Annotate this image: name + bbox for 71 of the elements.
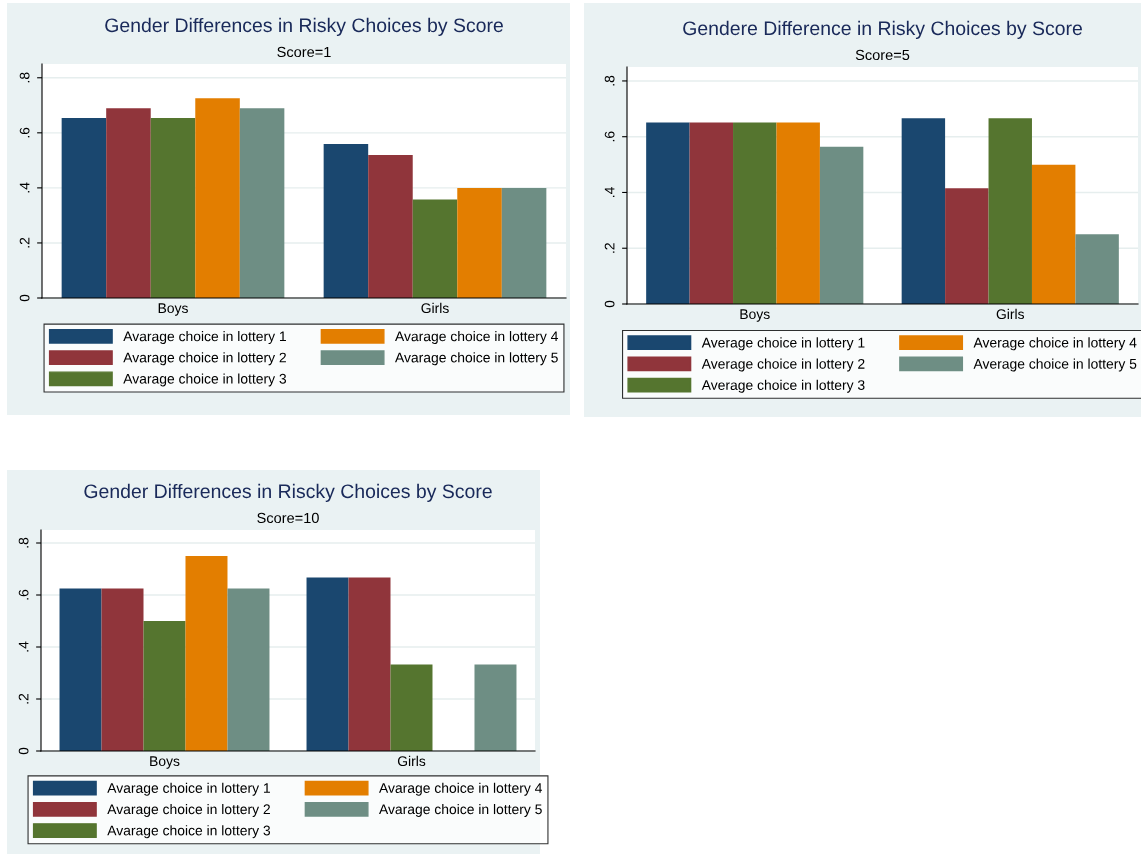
y-tick-label: .4 [19, 182, 30, 193]
bar [150, 117, 196, 298]
bar [1075, 234, 1119, 304]
bar [776, 122, 820, 304]
bar [348, 577, 391, 751]
bar [59, 588, 102, 751]
legend-label: Avarage choice in lottery 4 [395, 331, 558, 344]
bar [143, 621, 186, 751]
x-tick-label: Boys [740, 309, 770, 322]
bar [185, 556, 228, 751]
bar [61, 117, 107, 298]
chart-title: Gender Differences in Risky Choices by Score [105, 17, 503, 36]
legend-label: Avarage choice in lottery 4 [379, 782, 542, 796]
chart-subtitle: Score=10 [257, 512, 319, 524]
bar [501, 187, 547, 298]
bar [689, 122, 734, 304]
legend-label: Average choice in lottery 3 [701, 379, 865, 393]
bar [988, 118, 1032, 304]
y-tick-label: .6 [19, 127, 30, 138]
bar [195, 98, 240, 298]
chart-title: Gendere Difference in Risky Choices by Score [683, 20, 1082, 39]
bar [1031, 164, 1076, 304]
y-tick-label: .6 [18, 589, 29, 600]
bar [227, 588, 270, 751]
y-tick-label: .6 [604, 131, 615, 142]
chart-title: Gender Differences in Riscky Choices by Score [84, 483, 492, 502]
legend-label: Avarage choice in lottery 3 [123, 373, 287, 387]
bar [412, 199, 458, 298]
y-tick-label: .8 [604, 75, 615, 86]
legend-label: Avarage choice in lottery 1 [123, 331, 286, 344]
legend-label: Avarage choice in lottery 5 [395, 352, 558, 366]
bar [323, 144, 369, 298]
legend-label: Avarage choice in lottery 2 [123, 352, 286, 366]
bar [106, 108, 151, 298]
legend-label: Avarage choice in lottery 2 [107, 803, 270, 817]
y-tick-label: .8 [19, 72, 30, 83]
y-tick-label: .2 [18, 693, 29, 704]
y-tick-label: 0 [604, 300, 615, 308]
legend-label: Average choice in lottery 4 [973, 337, 1137, 351]
bar [101, 588, 144, 751]
bar [733, 122, 777, 304]
x-tick-label: Girls [421, 302, 449, 314]
y-tick-label: .8 [18, 537, 29, 548]
chart-subtitle: Score=1 [277, 46, 331, 58]
bar [901, 118, 946, 304]
y-tick-label: 0 [19, 294, 30, 302]
y-tick-label: .4 [604, 187, 615, 197]
legend-label: Avarage choice in lottery 5 [379, 803, 542, 817]
legend-label: Avarage choice in lottery 1 [107, 782, 270, 796]
legend-label: Average choice in lottery 5 [973, 358, 1137, 372]
x-tick-label: Boys [150, 756, 180, 769]
chart-subtitle: Score=5 [855, 49, 910, 61]
bar [239, 108, 285, 298]
y-tick-label: 0 [18, 747, 29, 755]
bar [945, 188, 989, 304]
legend-label: Avarage choice in lottery 3 [107, 825, 271, 839]
y-tick-label: .2 [604, 243, 615, 253]
x-tick-label: Girls [397, 755, 426, 767]
legend-label: Average choice in lottery 2 [701, 358, 865, 372]
legend-label: Average choice in lottery 1 [701, 337, 865, 351]
x-tick-label: Girls [996, 308, 1025, 320]
bar [306, 577, 349, 751]
bar [474, 664, 517, 751]
y-tick-label: .4 [18, 641, 29, 652]
bar [390, 664, 433, 751]
bar [457, 187, 502, 298]
bar [368, 155, 413, 298]
y-tick-label: .2 [19, 237, 30, 248]
x-tick-label: Boys [158, 303, 188, 316]
bar [819, 146, 864, 304]
bar [646, 122, 690, 304]
